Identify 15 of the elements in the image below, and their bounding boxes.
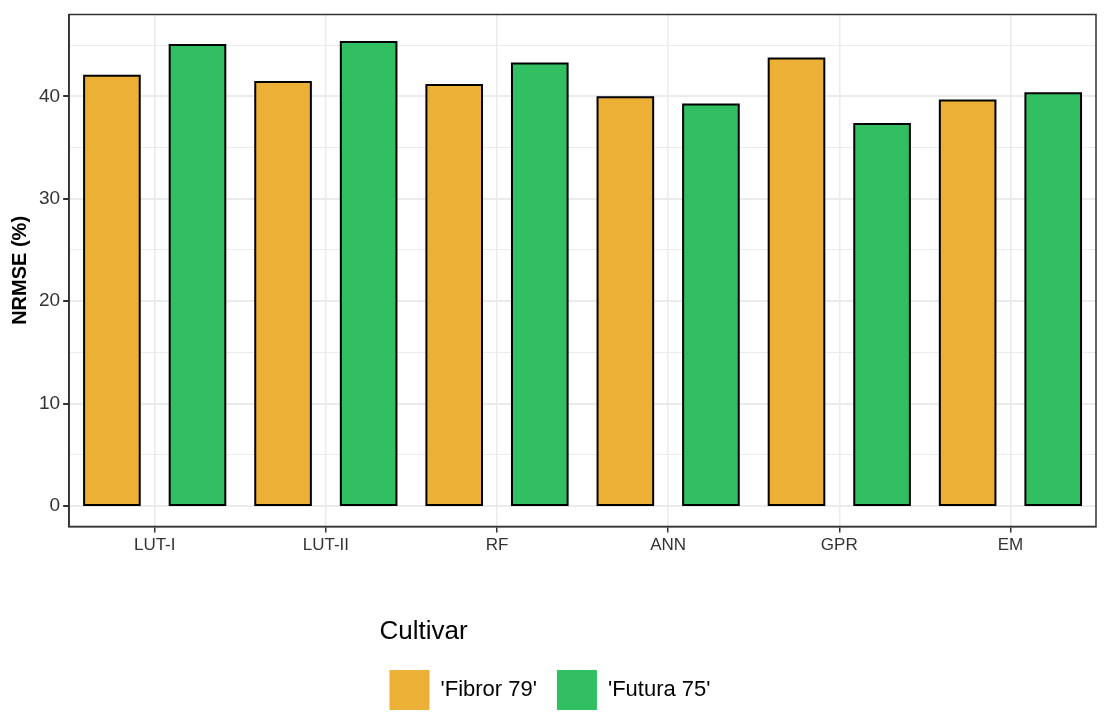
y-tick-label: 30 (38, 186, 61, 208)
legend-label: 'Fibror 79' (440, 676, 537, 702)
y-axis-title: NRMSE (%) (7, 215, 30, 325)
y-tick-label: 40 (38, 84, 61, 106)
y-tick-label: 10 (38, 391, 61, 413)
x-tick-label: RF (485, 535, 509, 555)
x-tick-label: GPR (820, 535, 858, 555)
x-tick-label: EM (997, 535, 1024, 555)
y-tick-label: 20 (38, 289, 61, 311)
legend-label: 'Futura 75' (607, 676, 711, 702)
x-tick-label: LUT-I (133, 535, 176, 555)
legend-title: Cultivar (379, 614, 468, 645)
x-tick-label: LUT-II (302, 535, 349, 555)
y-tick-label: 0 (49, 494, 61, 516)
x-tick-label: ANN (650, 535, 687, 555)
